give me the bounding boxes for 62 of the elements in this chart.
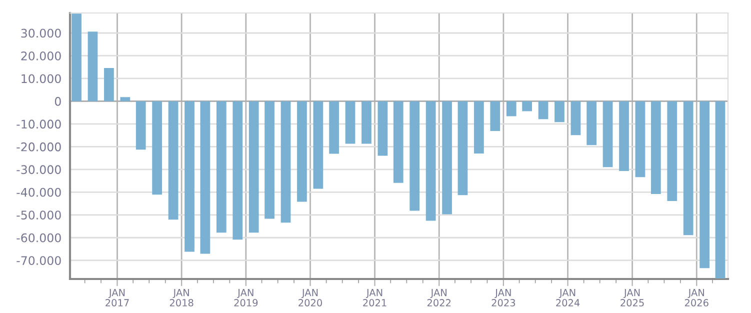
x-tick-label: JAN 2017 <box>106 289 129 306</box>
x-tick-label: JAN 2019 <box>234 289 258 306</box>
y-tick-label: 0 <box>54 96 61 106</box>
bar <box>216 101 226 233</box>
x-tick-label: JAN 2022 <box>427 289 450 306</box>
x-tick-label: JAN 2024 <box>556 289 580 306</box>
bar <box>474 101 484 154</box>
y-tick-label: -40.000 <box>16 188 61 197</box>
bar <box>120 97 130 102</box>
bar <box>313 101 324 189</box>
x-tick-label: JAN 2025 <box>620 289 644 306</box>
bar <box>602 101 613 168</box>
bar <box>136 101 146 150</box>
bar <box>72 14 82 102</box>
y-tick-label: 10.000 <box>22 74 61 84</box>
bar <box>104 68 114 102</box>
x-tick-label: JAN 2021 <box>363 289 386 306</box>
bar <box>570 101 581 136</box>
x-tick-label: JAN 2018 <box>170 289 194 306</box>
bar <box>168 101 178 220</box>
bar <box>635 101 646 178</box>
bar <box>586 101 597 146</box>
bar <box>410 101 420 211</box>
bar <box>506 101 516 116</box>
bar <box>378 101 388 156</box>
bar <box>393 101 404 183</box>
bar <box>700 101 710 268</box>
bar <box>667 101 678 202</box>
bar <box>248 101 259 233</box>
y-tick-label: -30.000 <box>16 165 61 174</box>
y-tick-label: -20.000 <box>16 142 61 152</box>
bar <box>232 101 243 240</box>
bar <box>200 101 210 254</box>
y-tick-label: -50.000 <box>16 210 61 220</box>
x-tick-label: JAN 2023 <box>492 289 516 306</box>
y-tick-label: 20.000 <box>21 51 61 60</box>
x-tick-label: JAN 2020 <box>298 289 322 306</box>
bar <box>490 101 500 131</box>
bar <box>554 101 564 122</box>
bar <box>715 101 726 279</box>
y-tick-label: -60.000 <box>16 233 61 242</box>
bar <box>458 101 468 196</box>
y-tick-label: 30.000 <box>21 28 61 38</box>
bar <box>619 101 629 172</box>
bar <box>152 101 162 195</box>
bar <box>264 101 274 219</box>
y-tick-label: -10.000 <box>16 120 61 129</box>
bar <box>329 101 339 154</box>
bar <box>522 101 532 112</box>
bar <box>426 101 436 221</box>
bar <box>650 101 661 194</box>
bar <box>362 101 372 144</box>
bar <box>345 101 356 144</box>
bar <box>538 101 548 120</box>
bar <box>280 101 291 223</box>
bar <box>88 32 98 102</box>
y-tick-label: -70.000 <box>16 256 61 266</box>
bar <box>297 101 307 202</box>
bar <box>184 101 194 252</box>
bar <box>442 101 452 214</box>
x-tick-label: JAN 2026 <box>684 289 708 306</box>
bar <box>683 101 694 236</box>
